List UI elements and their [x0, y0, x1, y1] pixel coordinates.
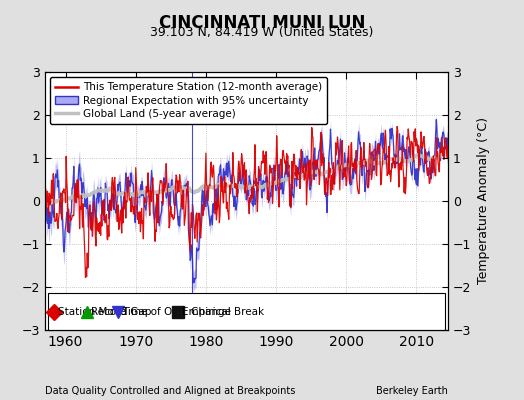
Text: Berkeley Earth: Berkeley Earth [376, 386, 448, 396]
Text: 39.103 N, 84.419 W (United States): 39.103 N, 84.419 W (United States) [150, 26, 374, 39]
Bar [48, 294, 444, 330]
Text: Empirical Break: Empirical Break [182, 307, 264, 317]
Y-axis label: Temperature Anomaly (°C): Temperature Anomaly (°C) [477, 118, 490, 284]
Text: Record Gap: Record Gap [91, 307, 151, 317]
Text: CINCINNATI MUNI LUN: CINCINNATI MUNI LUN [159, 14, 365, 32]
Text: Station Move: Station Move [58, 307, 126, 317]
Text: Data Quality Controlled and Aligned at Breakpoints: Data Quality Controlled and Aligned at B… [45, 386, 295, 396]
Legend: This Temperature Station (12-month average), Regional Expectation with 95% uncer: This Temperature Station (12-month avera… [50, 77, 328, 124]
Text: Time of Obs. Change: Time of Obs. Change [123, 307, 232, 317]
